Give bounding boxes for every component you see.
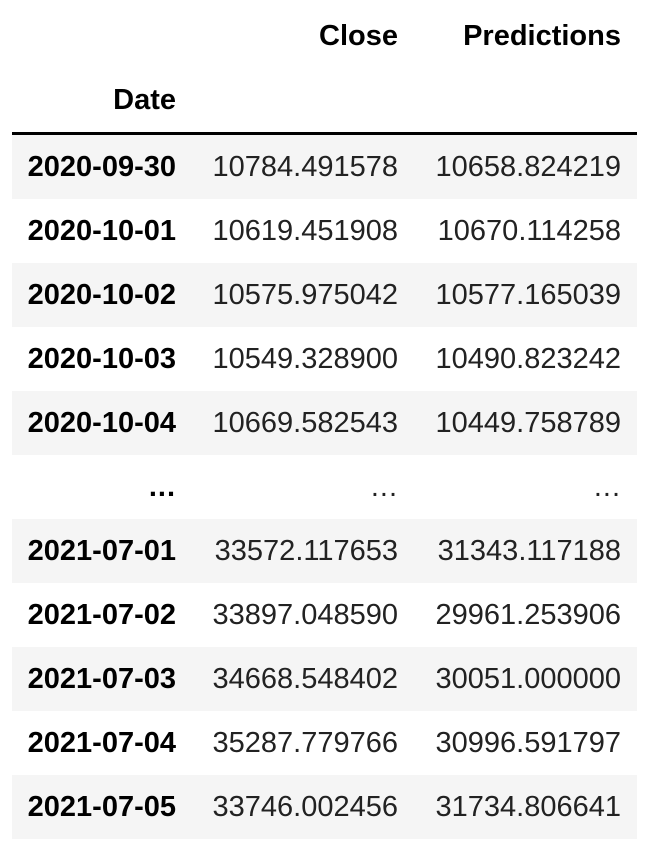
row-date: 2020-10-01 [27, 214, 176, 247]
cell-predictions: 10658.824219 [435, 150, 621, 183]
table-row: 2021-07-04 35287.779766 30996.591797 [12, 711, 637, 775]
cell-predictions: 29961.253906 [435, 598, 621, 631]
row-date: 2020-10-03 [27, 342, 176, 375]
index-name-blank [414, 68, 637, 135]
cell-predictions-ellipsis: ... [593, 470, 621, 503]
table-row: 2021-07-05 33746.002456 31734.806641 [12, 775, 637, 839]
index-header-blank [12, 4, 192, 68]
cell-predictions: 10670.114258 [437, 214, 621, 247]
table-row: 2021-07-01 33572.117653 31343.117188 [12, 519, 637, 583]
table-row: 2021-07-02 33897.048590 29961.253906 [12, 583, 637, 647]
index-name-row: Date [12, 68, 637, 135]
table-row-ellipsis: ... ... ... [12, 455, 637, 519]
cell-close: 10549.328900 [212, 342, 398, 375]
index-name-date: Date [12, 68, 192, 135]
table-row: 2020-10-04 10669.582543 10449.758789 [12, 391, 637, 455]
cell-close: 33572.117653 [214, 534, 398, 567]
cell-close: 10784.491578 [212, 150, 398, 183]
table-header: Close Predictions Date [12, 4, 637, 135]
table-row: 2021-07-03 34668.548402 30051.000000 [12, 647, 637, 711]
row-date: 2021-07-02 [27, 598, 176, 631]
cell-predictions: 30996.591797 [435, 726, 621, 759]
row-date: 2020-10-04 [27, 406, 176, 439]
column-header-predictions: Predictions [463, 19, 621, 52]
row-date: 2021-07-01 [27, 534, 176, 567]
table-row: 2020-10-01 10619.451908 10670.114258 [12, 199, 637, 263]
cell-close-ellipsis: ... [370, 470, 398, 503]
column-header-row: Close Predictions [12, 4, 637, 68]
index-name-blank [192, 68, 414, 135]
cell-predictions: 30051.000000 [435, 662, 621, 695]
cell-close: 10669.582543 [212, 406, 398, 439]
cell-predictions: 31734.806641 [435, 790, 621, 823]
cell-close: 34668.548402 [212, 662, 398, 695]
row-date: 2021-07-05 [27, 790, 176, 823]
row-date: 2020-09-30 [27, 150, 176, 183]
dataframe-table: Close Predictions Date 2020-09-30 10784.… [12, 4, 637, 839]
cell-close: 33897.048590 [212, 598, 398, 631]
row-date: 2021-07-04 [27, 726, 176, 759]
cell-predictions: 10490.823242 [435, 342, 621, 375]
row-date-ellipsis: ... [148, 470, 176, 503]
cell-predictions: 31343.117188 [437, 534, 621, 567]
cell-close: 10619.451908 [212, 214, 398, 247]
cell-close: 33746.002456 [212, 790, 398, 823]
row-date: 2021-07-03 [27, 662, 176, 695]
table-row: 2020-09-30 10784.491578 10658.824219 [12, 133, 637, 199]
cell-predictions: 10449.758789 [435, 406, 621, 439]
table-row: 2020-10-02 10575.975042 10577.165039 [12, 263, 637, 327]
cell-close: 10575.975042 [212, 278, 398, 311]
column-header-close: Close [319, 19, 398, 52]
cell-close: 35287.779766 [212, 726, 398, 759]
table-body: 2020-09-30 10784.491578 10658.824219 202… [12, 133, 637, 839]
row-date: 2020-10-02 [27, 278, 176, 311]
table-row: 2020-10-03 10549.328900 10490.823242 [12, 327, 637, 391]
cell-predictions: 10577.165039 [435, 278, 621, 311]
